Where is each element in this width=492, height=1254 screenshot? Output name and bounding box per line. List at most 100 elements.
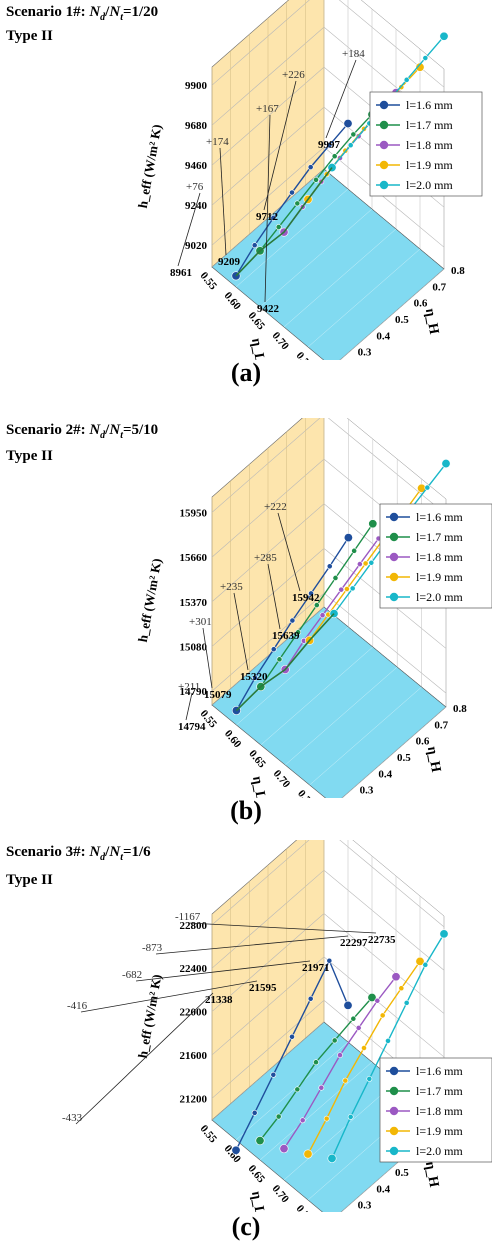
data-point [368,559,375,566]
z-tick-label: 9900 [185,80,208,92]
legend-label: l=1.6 mm [416,1064,463,1078]
data-point [326,957,333,964]
delta-leader [233,592,249,671]
value-label: 15320 [240,671,268,683]
y-axis-label: η_H [422,1160,441,1188]
data-point [422,55,429,61]
data-point [343,119,353,129]
legend-label: l=1.8 mm [406,138,453,152]
data-point [270,215,277,221]
data-point [343,1000,353,1010]
panel-label: (b) [230,796,262,825]
data-point [270,1071,277,1078]
chart-c: 21200 21600 22000 22400 22800 h_eff (W/m² K) 0… [62,840,492,1212]
y-tick-label: 0.4 [376,330,390,342]
z-tick-label: 15080 [180,641,208,653]
x-tick-label: 0.55 [198,1123,220,1146]
legend-marker [389,592,399,602]
data-point [313,176,319,183]
y-tick-label: 0.5 [395,1167,409,1179]
delta-label: +285 [254,552,277,564]
ratio-value: =1/20 [122,4,159,20]
legend-marker [389,532,399,542]
delta-label: +301 [189,616,212,628]
z-tick-label: 22000 [180,1007,208,1019]
floor-grid [285,666,398,766]
data-point [331,1037,338,1044]
data-point [368,519,378,529]
delta-label: +174 [206,136,229,148]
data-point [424,484,431,491]
x-tick-label: 0.75 [294,1203,316,1212]
x-tick-label: 0.60 [222,290,244,313]
delta-label: +167 [256,103,279,115]
data-point [347,1114,354,1120]
legend-marker [379,100,389,110]
data-point [342,1077,349,1084]
chart-a: 90209240946096809900h_eff (W/m² K)0.550.… [135,0,483,360]
legend-marker [389,1066,399,1076]
data-point [374,997,381,1004]
legend-box [379,503,492,609]
data-point [319,612,326,619]
y-tick-label: 0.4 [378,768,392,780]
data-point [403,76,410,83]
z-tick-label: 14790 [180,686,208,698]
floor-grid [339,268,445,360]
legend-marker [389,512,399,522]
floor-grid [341,706,447,798]
legend-marker [379,120,389,130]
floor-grid [235,1041,349,1141]
floor-grid [236,626,349,726]
value-label: 21971 [302,962,330,974]
data-point [398,985,405,992]
legend-label: l=1.6 mm [406,98,453,112]
data-point [313,1059,319,1066]
floor-grid [307,248,421,348]
y-tick-label: 0.4 [376,1183,390,1195]
data-point [351,547,358,554]
data-point [327,1153,337,1163]
data-point [344,586,350,592]
z-tick-label: 15660 [180,552,208,564]
data-point [303,1149,313,1159]
value-label: 21595 [249,982,277,994]
legend-label: l=1.8 mm [416,1104,463,1118]
y-tick-label: 0.6 [416,736,430,748]
data-point [231,1145,241,1155]
floor-grid [283,228,397,328]
z-axis-label: h_eff (W/m² K) [135,123,164,209]
data-point [251,242,258,249]
value-label: 14794 [178,721,206,733]
data-point [295,629,302,636]
floor-grid [259,1061,373,1161]
data-point [439,929,449,939]
legend-label: l=1.9 mm [406,158,453,172]
scenario-prefix: Scenario 2#: [6,422,86,438]
data-point [366,1076,373,1082]
z-tick-label: 22400 [180,963,208,975]
legend-marker [389,1106,399,1116]
data-point [255,1136,265,1146]
delta-label: -1167 [175,911,201,923]
data-point [362,560,369,567]
delta-leader [188,922,377,934]
x-axis-label: η_L [249,775,268,798]
delta-leader [135,960,311,982]
x-tick-label: 0.75 [294,350,316,360]
floor-grid [260,646,373,746]
data-point [379,1012,386,1019]
delta-label: -873 [142,942,163,954]
legend-box [379,1057,492,1163]
legend-marker [389,572,399,582]
delta-leader [264,114,271,303]
panel-a: Scenario 1#: Nd/Nt=1/20 Type II 90209240… [0,0,492,398]
delta-leader [75,992,214,1125]
ratio-value: =1/6 [122,844,151,860]
data-point [367,992,377,1002]
data-point [331,153,338,160]
y-tick-label: 0.8 [451,265,465,277]
data-point [326,563,333,570]
z-tick-label: 21200 [180,1093,208,1105]
legend-label: l=1.7 mm [416,1084,463,1098]
